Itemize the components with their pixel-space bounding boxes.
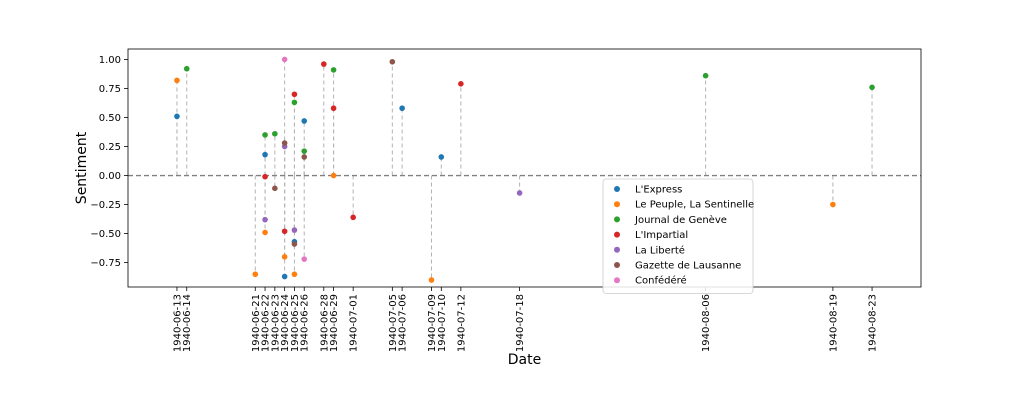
legend-marker — [614, 246, 620, 253]
data-point — [350, 214, 356, 221]
y-tick-label: −0.75 — [90, 258, 121, 269]
y-tick-label: 1.00 — [99, 55, 121, 66]
data-point — [330, 105, 337, 112]
legend-marker — [614, 186, 620, 192]
data-point — [272, 130, 278, 137]
legend-marker — [614, 231, 620, 238]
y-tick-label: −0.25 — [90, 200, 121, 211]
legend-label: Gazette de Lausanne — [635, 261, 741, 272]
data-point — [389, 58, 396, 65]
y-tick-label: 0.75 — [99, 84, 121, 95]
y-tick-label: 0.25 — [99, 142, 121, 153]
y-axis-title: Sentiment — [74, 131, 90, 204]
legend-box — [602, 178, 754, 294]
x-tick-label: 1940-07-10 — [437, 294, 448, 352]
data-point — [438, 154, 445, 160]
x-tick-label: 1940-06-24 — [280, 294, 291, 352]
data-point — [262, 229, 268, 236]
x-tick-label: 1940-06-14 — [182, 294, 193, 352]
data-point — [252, 271, 259, 278]
data-point — [830, 201, 836, 208]
x-tick-label: 1940-07-06 — [398, 294, 409, 352]
x-tick-label: 1940-07-01 — [349, 294, 360, 352]
data-point — [272, 185, 278, 192]
data-point — [281, 254, 288, 260]
x-tick-label: 1940-06-26 — [300, 294, 311, 352]
y-tick-label: 0.50 — [99, 113, 121, 124]
data-point — [330, 172, 337, 179]
plot-area-frame — [127, 48, 922, 288]
data-point — [301, 256, 308, 262]
x-tick-label: 1940-06-22 — [261, 294, 272, 352]
data-point — [291, 99, 298, 106]
y-tick-label: −0.50 — [90, 229, 121, 240]
legend-label: La Liberté — [635, 244, 685, 256]
data-point — [174, 77, 180, 84]
x-tick-label: 1940-06-23 — [270, 294, 281, 352]
data-point — [301, 118, 308, 124]
legend-label: Journal de Genève — [634, 214, 727, 226]
legend-marker — [614, 277, 620, 284]
data-point — [428, 277, 435, 283]
x-tick-label: 1940-07-18 — [515, 294, 526, 352]
x-tick-label: 1940-07-09 — [427, 294, 438, 352]
legend-marker — [614, 216, 620, 223]
x-tick-label: 1940-06-28 — [319, 294, 330, 352]
legend-label: L'Impartial — [635, 230, 688, 241]
data-point — [301, 148, 308, 154]
data-points — [174, 56, 875, 283]
data-point — [869, 84, 875, 91]
legend-marker — [614, 262, 620, 268]
data-point — [330, 67, 337, 73]
stem-lines — [176, 59, 873, 281]
data-point — [281, 273, 288, 280]
x-tick-label: 1940-07-05 — [388, 294, 399, 352]
x-tick-label: 1940-08-19 — [828, 294, 839, 352]
data-point — [458, 81, 464, 87]
data-point — [291, 227, 298, 233]
data-point — [281, 56, 288, 63]
data-point — [702, 72, 709, 79]
data-point — [262, 173, 268, 180]
data-point — [174, 113, 180, 120]
legend-label: L'Express — [635, 185, 682, 196]
data-point — [281, 140, 288, 146]
data-point — [262, 151, 268, 158]
legend: L'Express Le Peuple, La Sentinelle Journal… — [602, 178, 754, 294]
legend-marker — [614, 201, 620, 208]
data-point — [301, 154, 308, 160]
data-point — [291, 241, 298, 247]
legend-label: Confédéré — [635, 275, 687, 287]
data-point — [291, 271, 298, 278]
x-tick-label: 1940-06-25 — [290, 294, 301, 352]
x-tick-label: 1940-06-21 — [251, 294, 262, 352]
x-tick-label: 1940-08-06 — [701, 294, 712, 352]
legend-label: Le Peuple, La Sentinelle — [635, 200, 754, 211]
data-point — [183, 65, 190, 72]
x-tick-label: 1940-06-29 — [329, 294, 340, 352]
x-axis-title: Date — [508, 352, 541, 368]
data-point — [291, 91, 298, 98]
x-tick-label: 1940-08-23 — [868, 294, 879, 352]
data-point — [281, 228, 288, 235]
x-tick-label: 1940-07-12 — [456, 294, 467, 352]
y-tick-label: 0.00 — [99, 171, 121, 182]
data-point — [516, 190, 523, 196]
data-point — [262, 216, 268, 223]
y-axis: −0.75 −0.50 −0.25 0.00 0.25 0.50 0.75 1.00 — [90, 55, 128, 269]
data-point — [321, 61, 327, 67]
x-tick-label: 1940-06-13 — [172, 294, 183, 352]
data-point — [262, 132, 268, 138]
data-point — [399, 105, 405, 112]
